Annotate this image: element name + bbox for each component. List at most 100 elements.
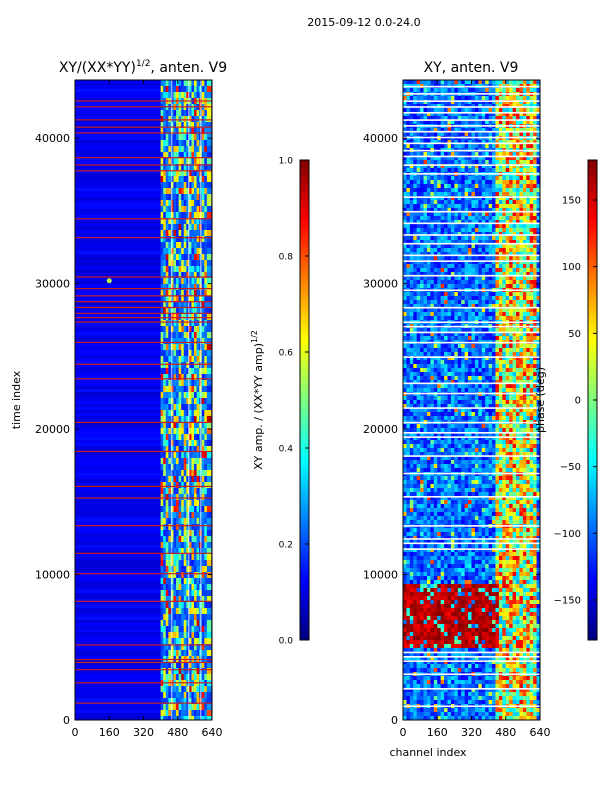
amp-cell [191,182,196,188]
amp-cell [178,278,184,284]
phase-cell [509,300,513,305]
amp-cell [75,419,161,422]
phase-cell [433,220,438,225]
amp-cell [194,368,199,374]
phase-cell [536,292,540,297]
phase-cell [426,128,431,133]
amp-cell [194,266,199,272]
amp-cell [188,374,194,380]
phase-cell [485,196,490,201]
phase-cell [488,164,493,169]
amp-cell [191,392,196,398]
phase-cell [481,312,486,317]
amp-cell [196,422,201,428]
phase-cell [509,164,513,169]
amp-cell [178,404,184,410]
amp-cell [160,236,166,242]
amp-cell [181,638,186,644]
phase-cell [509,208,513,213]
amp-cell [191,338,196,344]
phase-cell [498,112,503,117]
amp-cell [75,89,161,92]
amp-cell [178,662,184,668]
phase-cell [423,308,428,313]
amp-cell [173,140,178,146]
phase-cell [516,184,520,189]
amp-cell [191,458,196,464]
amp-cell [181,218,186,224]
phase-cell [495,100,500,105]
phase-cell [457,116,462,121]
phase-cell [426,100,431,105]
phase-cell [406,160,411,165]
phase-cell [433,184,438,189]
amp-cell [75,710,161,713]
amp-cell [194,164,199,170]
phase-cell [413,192,418,197]
phase-cell [403,300,407,305]
amp-cell [204,320,209,326]
phase-cell [498,232,503,237]
phase-cell [529,212,534,217]
amp-cell [201,608,207,614]
phase-cell [420,140,424,145]
amp-cell [183,134,189,140]
amp-cell [201,302,207,308]
phase-cell [420,196,424,201]
amp-cell [176,608,181,614]
phase-cell [498,256,503,261]
phase-cell [423,164,428,169]
phase-cell [430,236,435,241]
amp-cell [173,266,178,272]
phase-cell [440,280,445,285]
amp-cell [165,704,171,710]
phase-cell [450,300,455,305]
amp-cell [178,506,184,512]
phase-cell [413,88,418,93]
amp-cell [176,260,181,266]
phase-cell [495,116,500,121]
amp-cell [75,476,161,479]
amp-cell [173,422,178,428]
phase-cell [406,100,411,105]
phase-cell [444,292,448,297]
amp-cell [75,209,161,212]
phase-cell [498,280,503,285]
amp-cell [75,158,161,161]
phase-cell [416,240,421,245]
phase-cell [498,304,503,309]
amp-cell [75,431,161,434]
amp-cell [170,572,176,578]
amp-cell [75,509,161,512]
phase-cell [450,252,455,257]
phase-cell [509,204,513,209]
phase-cell [409,212,414,217]
amp-cell [160,302,166,308]
amp-cell [168,302,173,308]
phase-cell [485,252,490,257]
amp-cell [194,272,199,278]
amp-cell [204,194,209,200]
amp-cell [194,434,199,440]
phase-cell [454,312,459,317]
phase-cell [536,140,540,145]
amp-cell [168,158,173,164]
phase-cell [492,176,496,181]
phase-cell [403,248,407,253]
phase-cell [406,152,411,157]
phase-cell [502,304,507,309]
amp-cell [196,692,201,698]
amp-cell [188,392,194,398]
phase-cell [416,304,421,309]
amp-cell [160,116,166,122]
amp-cell [194,488,199,494]
amp-cell [196,560,201,566]
phase-cell [468,144,472,149]
amp-cell [196,590,201,596]
phase-cell [413,268,418,273]
phase-cell [423,316,428,321]
amp-cell [204,134,209,140]
amp-flagged-row [75,341,212,344]
amp-cell [163,596,168,602]
amp-cell [170,356,176,362]
